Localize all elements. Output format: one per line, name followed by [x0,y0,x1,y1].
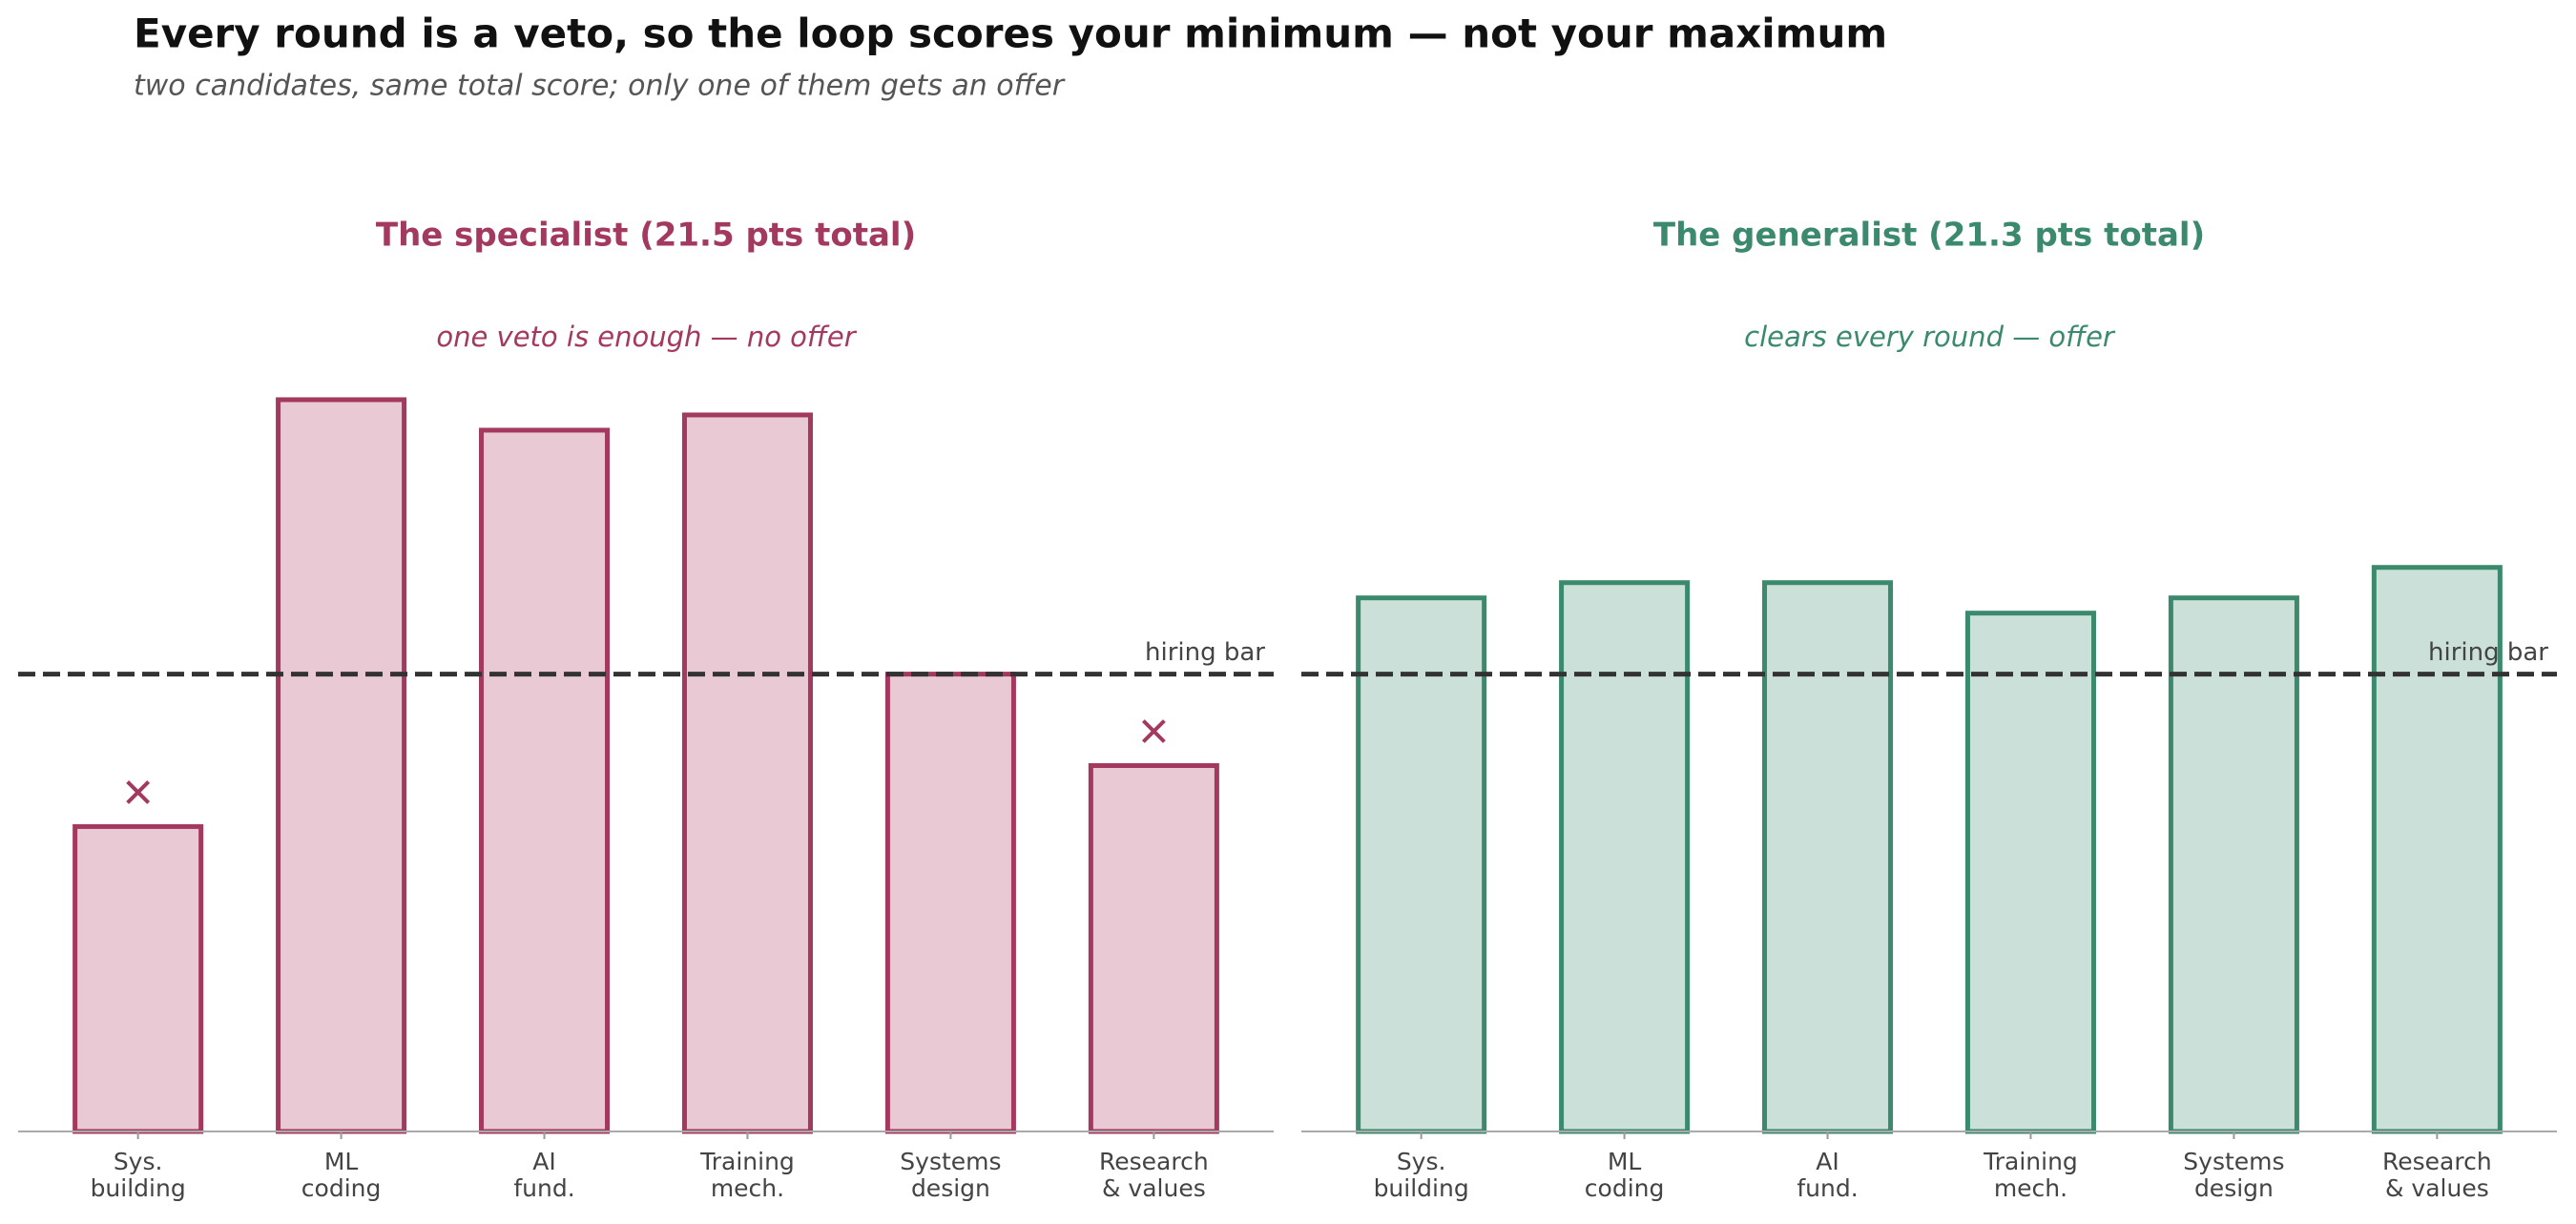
x-tick-label: Systems design [900,1148,1001,1202]
bar [479,427,611,1134]
bar [1559,580,1691,1134]
bar [681,412,813,1134]
bar [276,397,407,1134]
veto-marker [126,779,151,804]
bar [2168,595,2299,1134]
bar [1356,595,1487,1134]
threshold-label: hiring bar [1145,638,1265,667]
x-tick-label: ML coding [1585,1148,1665,1202]
x-tick-label: AI fund. [513,1148,574,1202]
chart-subtitle: two candidates, same total score; only o… [134,70,1066,103]
bar [73,823,204,1134]
panel-title: The specialist (21.5 pts total) [376,217,916,255]
chart-title: Every round is a veto, so the loop score… [134,10,1887,57]
veto-marker [1141,719,1166,743]
x-tick-label: Research & values [1099,1148,1209,1202]
x-tick-label: ML coding [301,1148,382,1202]
bar [884,672,1016,1134]
x-tick-label: Training mech. [1983,1148,2078,1202]
bar [2371,565,2503,1134]
panel-subtitle: clears every round — offer [1744,321,2116,353]
bar [1762,580,1894,1134]
x-tick-label: Sys. building [1374,1148,1469,1202]
x-tick-label: Research & values [2382,1148,2492,1202]
x-tick-label: Training mech. [699,1148,795,1202]
panel-title: The generalist (21.3 pts total) [1653,217,2205,255]
panel-subtitle: one veto is enough — no offer [436,321,857,353]
threshold-label: hiring bar [2428,638,2548,667]
bar [1088,762,1219,1134]
x-tick-label: Systems design [2183,1148,2284,1202]
bar [1964,611,2096,1134]
x-tick-label: AI fund. [1797,1148,1858,1202]
x-tick-label: Sys. building [91,1148,186,1202]
